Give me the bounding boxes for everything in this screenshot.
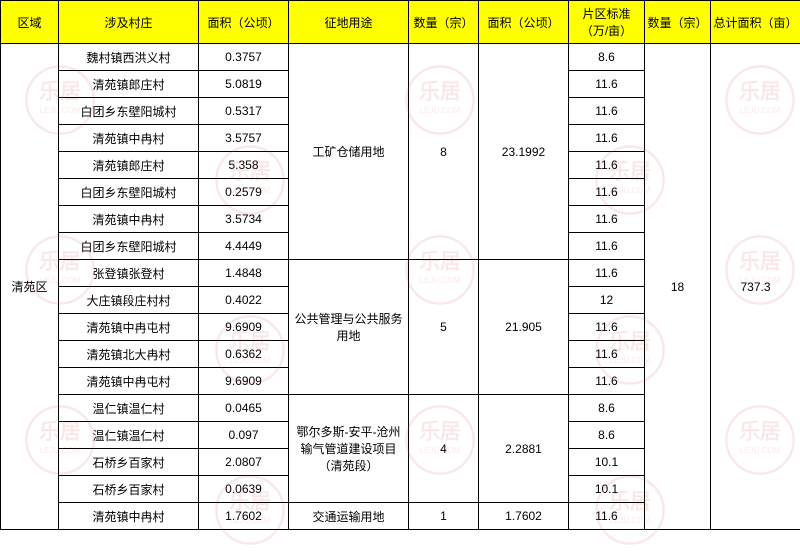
standard-cell: 11.6 [569, 314, 645, 341]
count-cell: 5 [409, 260, 479, 395]
standard-cell: 11.6 [569, 98, 645, 125]
village-cell: 温仁镇温仁村 [59, 395, 199, 422]
village-cell: 石桥乡百家村 [59, 476, 199, 503]
total-count-cell: 18 [645, 44, 711, 530]
col-header-8: 总计面积（亩） [711, 1, 800, 44]
area-cell: 0.097 [199, 422, 289, 449]
col-header-1: 涉及村庄 [59, 1, 199, 44]
standard-cell: 8.6 [569, 395, 645, 422]
area-cell: 0.0465 [199, 395, 289, 422]
area-cell: 4.4449 [199, 233, 289, 260]
group-area-cell: 23.1992 [479, 44, 569, 260]
col-header-0: 区域 [1, 1, 59, 44]
standard-cell: 11.6 [569, 260, 645, 287]
standard-cell: 8.6 [569, 44, 645, 71]
area-cell: 0.5317 [199, 98, 289, 125]
table-row: 清苑区魏村镇西洪义村0.3757工矿仓储用地823.19928.618737.3 [1, 44, 800, 71]
total-area-cell: 737.3 [711, 44, 800, 530]
area-cell: 2.0807 [199, 449, 289, 476]
header-row: 区域涉及村庄面积（公顷）征地用途数量（宗）面积（公顷）片区标准（万/亩）数量（宗… [1, 1, 800, 44]
land-table: 区域涉及村庄面积（公顷）征地用途数量（宗）面积（公顷）片区标准（万/亩）数量（宗… [0, 0, 800, 530]
col-header-4: 数量（宗） [409, 1, 479, 44]
standard-cell: 11.6 [569, 152, 645, 179]
village-cell: 白团乡东壁阳城村 [59, 233, 199, 260]
village-cell: 温仁镇温仁村 [59, 422, 199, 449]
village-cell: 石桥乡百家村 [59, 449, 199, 476]
standard-cell: 10.1 [569, 449, 645, 476]
standard-cell: 11.6 [569, 341, 645, 368]
village-cell: 清苑镇北大冉村 [59, 341, 199, 368]
standard-cell: 11.6 [569, 71, 645, 98]
area-cell: 0.0639 [199, 476, 289, 503]
area-cell: 0.3757 [199, 44, 289, 71]
group-area-cell: 2.2881 [479, 395, 569, 503]
village-cell: 清苑镇郎庄村 [59, 71, 199, 98]
standard-cell: 11.6 [569, 368, 645, 395]
standard-cell: 10.1 [569, 476, 645, 503]
usage-cell: 工矿仓储用地 [289, 44, 409, 260]
area-cell: 3.5734 [199, 206, 289, 233]
village-cell: 张登镇张登村 [59, 260, 199, 287]
village-cell: 白团乡东壁阳城村 [59, 179, 199, 206]
region-cell: 清苑区 [1, 44, 59, 530]
village-cell: 大庄镇段庄村村 [59, 287, 199, 314]
village-cell: 清苑镇中冉屯村 [59, 314, 199, 341]
area-cell: 3.5757 [199, 125, 289, 152]
standard-cell: 11.6 [569, 125, 645, 152]
area-cell: 0.4022 [199, 287, 289, 314]
area-cell: 0.6362 [199, 341, 289, 368]
col-header-3: 征地用途 [289, 1, 409, 44]
usage-cell: 公共管理与公共服务用地 [289, 260, 409, 395]
area-cell: 1.4848 [199, 260, 289, 287]
group-area-cell: 21.905 [479, 260, 569, 395]
village-cell: 清苑镇中冉村 [59, 206, 199, 233]
village-cell: 清苑镇中冉村 [59, 125, 199, 152]
count-cell: 4 [409, 395, 479, 503]
standard-cell: 12 [569, 287, 645, 314]
usage-cell: 鄂尔多斯-安平-沧州输气管道建设项目（清苑段） [289, 395, 409, 503]
count-cell: 8 [409, 44, 479, 260]
area-cell: 1.7602 [199, 503, 289, 530]
village-cell: 清苑镇郎庄村 [59, 152, 199, 179]
standard-cell: 8.6 [569, 422, 645, 449]
area-cell: 5.0819 [199, 71, 289, 98]
village-cell: 清苑镇中冉村 [59, 503, 199, 530]
col-header-5: 面积（公顷） [479, 1, 569, 44]
area-cell: 9.6909 [199, 368, 289, 395]
standard-cell: 11.6 [569, 206, 645, 233]
village-cell: 魏村镇西洪义村 [59, 44, 199, 71]
group-area-cell: 1.7602 [479, 503, 569, 530]
village-cell: 白团乡东壁阳城村 [59, 98, 199, 125]
area-cell: 0.2579 [199, 179, 289, 206]
count-cell: 1 [409, 503, 479, 530]
standard-cell: 11.6 [569, 233, 645, 260]
village-cell: 清苑镇中冉屯村 [59, 368, 199, 395]
standard-cell: 11.6 [569, 179, 645, 206]
area-cell: 9.6909 [199, 314, 289, 341]
col-header-7: 数量（宗） [645, 1, 711, 44]
col-header-2: 面积（公顷） [199, 1, 289, 44]
area-cell: 5.358 [199, 152, 289, 179]
usage-cell: 交通运输用地 [289, 503, 409, 530]
standard-cell: 11.6 [569, 503, 645, 530]
col-header-6: 片区标准（万/亩） [569, 1, 645, 44]
